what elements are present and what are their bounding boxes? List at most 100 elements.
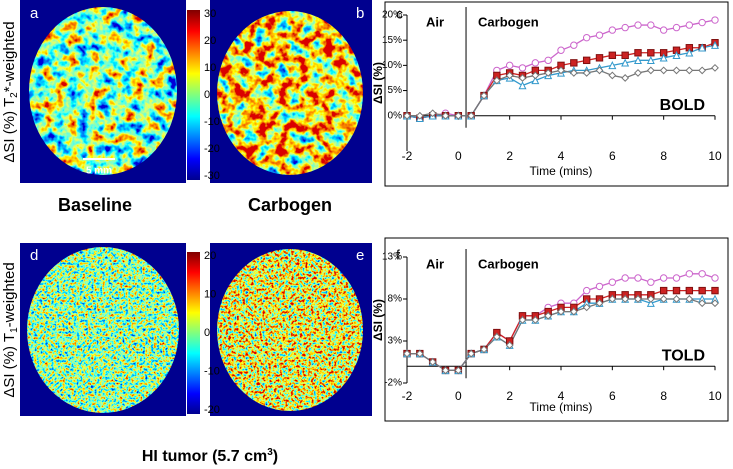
marker bbox=[711, 299, 719, 308]
marker bbox=[557, 46, 565, 54]
x-tick-label: 4 bbox=[558, 389, 565, 403]
footer: HI tumor (5.7 cm3) bbox=[142, 447, 278, 466]
marker bbox=[403, 349, 411, 358]
marker bbox=[595, 282, 604, 291]
marker bbox=[467, 349, 476, 358]
colorbar-tick-label: -10 bbox=[204, 116, 220, 128]
x-tick-label: 2 bbox=[506, 149, 513, 163]
colorbar-tick-label: 10 bbox=[204, 288, 216, 300]
marker bbox=[634, 295, 642, 303]
marker bbox=[646, 298, 655, 307]
panel-label: d bbox=[30, 247, 38, 264]
marker bbox=[582, 69, 591, 77]
footer-part: ) bbox=[273, 448, 278, 465]
x-tick-label: 2 bbox=[506, 389, 513, 403]
marker bbox=[685, 295, 694, 303]
marker bbox=[595, 299, 604, 308]
marker bbox=[659, 286, 668, 295]
marker bbox=[621, 58, 630, 67]
marker bbox=[454, 366, 463, 375]
y-label-sub: 2 bbox=[9, 92, 20, 98]
marker bbox=[505, 71, 514, 80]
annotation: Air bbox=[426, 14, 444, 29]
marker bbox=[608, 61, 617, 70]
chart-frame bbox=[384, 1, 729, 187]
marker bbox=[672, 295, 681, 303]
x-axis-label: Time (mins) bbox=[530, 400, 593, 414]
marker bbox=[633, 56, 643, 65]
marker bbox=[647, 49, 655, 57]
marker bbox=[659, 26, 668, 34]
chart-frame bbox=[384, 237, 729, 422]
y-tick-label: 5% bbox=[388, 85, 403, 96]
marker bbox=[595, 66, 604, 75]
marker bbox=[634, 49, 642, 57]
annotation: TOLD bbox=[662, 347, 705, 364]
marker bbox=[710, 40, 720, 49]
marker bbox=[711, 63, 719, 72]
marker bbox=[634, 274, 642, 282]
colorbar-tick-label: -10 bbox=[204, 365, 220, 377]
footer-part: HI tumor (5.7 cm bbox=[142, 448, 267, 465]
caption: Carbogen bbox=[248, 195, 332, 215]
y-axis-label: ΔSI (%) bbox=[371, 299, 385, 341]
marker bbox=[570, 41, 578, 49]
colorbar-tick-label: 0 bbox=[204, 89, 210, 101]
heatmap bbox=[217, 11, 363, 175]
marker bbox=[698, 270, 706, 278]
x-tick-label: 4 bbox=[558, 149, 565, 163]
marker bbox=[518, 81, 527, 90]
marker bbox=[544, 311, 553, 320]
annotation: BOLD bbox=[660, 97, 705, 114]
y-label-part: -weighted bbox=[1, 262, 18, 327]
colorbar-tick-label: -20 bbox=[204, 404, 220, 416]
marker bbox=[531, 76, 540, 85]
x-tick-label: 0 bbox=[455, 149, 462, 163]
marker bbox=[415, 349, 424, 358]
marker bbox=[672, 23, 681, 32]
marker bbox=[428, 358, 437, 366]
marker bbox=[711, 16, 719, 24]
marker bbox=[480, 91, 488, 100]
marker bbox=[698, 43, 707, 52]
marker bbox=[544, 69, 553, 77]
marker bbox=[570, 59, 578, 67]
panel-label: e bbox=[356, 247, 364, 264]
marker bbox=[698, 299, 707, 308]
footer-sup: 3 bbox=[267, 447, 273, 458]
y-tick-label: 20% bbox=[382, 10, 402, 21]
marker bbox=[646, 66, 655, 75]
marker bbox=[672, 50, 681, 59]
colorbar-tick-label: 20 bbox=[204, 35, 216, 47]
marker bbox=[685, 66, 694, 75]
y-tick-label: -2% bbox=[384, 378, 402, 389]
colorbar bbox=[187, 252, 200, 414]
marker bbox=[492, 332, 501, 341]
marker bbox=[698, 286, 706, 295]
marker bbox=[505, 341, 514, 350]
panel-label: f bbox=[396, 247, 400, 263]
marker bbox=[608, 71, 617, 80]
marker bbox=[672, 286, 681, 295]
marker bbox=[505, 61, 514, 70]
annotation: Air bbox=[426, 256, 444, 271]
y-label-part: *-weighted bbox=[1, 21, 18, 92]
x-tick-label: 6 bbox=[609, 389, 616, 403]
marker bbox=[557, 307, 565, 316]
x-tick-label: 6 bbox=[609, 149, 616, 163]
marker bbox=[685, 270, 694, 278]
marker bbox=[711, 286, 719, 295]
marker bbox=[569, 69, 578, 77]
marker bbox=[518, 74, 527, 82]
marker bbox=[621, 274, 629, 282]
colorbar-tick-label: 20 bbox=[204, 250, 216, 262]
marker bbox=[698, 66, 707, 75]
scale-bar-label: 5 mm bbox=[86, 166, 112, 177]
marker bbox=[557, 66, 565, 75]
marker bbox=[608, 51, 617, 59]
y-label: ΔSI (%) T2*-weighted bbox=[1, 21, 20, 162]
y-tick-label: 8% bbox=[388, 294, 403, 305]
marker bbox=[582, 56, 591, 65]
marker bbox=[441, 111, 450, 120]
